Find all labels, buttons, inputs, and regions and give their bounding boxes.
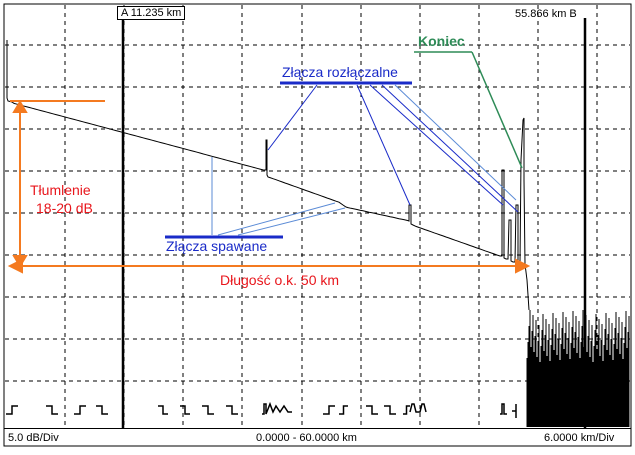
connector-pointers xyxy=(267,81,519,213)
event-end xyxy=(500,403,507,415)
event-step xyxy=(339,405,348,415)
horizontal-scale: 6.0000 km/Div xyxy=(544,432,615,444)
event-step xyxy=(384,405,396,415)
event-step xyxy=(323,405,335,415)
otdr-trace xyxy=(6,40,530,311)
event-step xyxy=(202,405,214,415)
event-marker-row xyxy=(6,401,517,418)
event-step xyxy=(180,405,190,415)
event-step xyxy=(6,405,18,415)
vertical-scale: 5.0 dB/Div xyxy=(8,432,59,444)
length-label: Długość o.k. 50 km xyxy=(220,272,340,288)
event-step xyxy=(96,405,108,415)
event-step xyxy=(46,405,58,415)
attenuation-arrow xyxy=(10,100,105,268)
display-frame xyxy=(3,3,632,447)
attenuation-label-line2: 18-20 dB xyxy=(36,200,93,216)
end-label: Koniec xyxy=(418,33,465,49)
event-step xyxy=(158,405,168,415)
cursor-b-label: 55.866 km B xyxy=(515,8,577,20)
event-step xyxy=(403,405,410,415)
event-step xyxy=(74,405,86,415)
splices-label: Złącza spawane xyxy=(166,238,268,254)
noise-floor xyxy=(526,310,630,427)
event-step xyxy=(366,405,378,415)
event-cluster xyxy=(262,401,292,415)
event-cluster xyxy=(409,403,427,413)
splice-pointers xyxy=(165,157,346,239)
length-arrow xyxy=(7,258,531,274)
connectors-label: Złącza rozłączalne xyxy=(282,64,398,80)
distance-range: 0.0000 - 60.0000 km xyxy=(256,432,357,444)
event-step xyxy=(226,405,238,415)
attenuation-label-line1: Tłumlenie xyxy=(30,182,91,198)
cursor-a-label: A 11.235 km xyxy=(117,6,186,20)
status-bar: 5.0 dB/Div 0.0000 - 60.0000 km 6.0000 km… xyxy=(4,428,631,447)
end-pointer xyxy=(414,51,523,169)
